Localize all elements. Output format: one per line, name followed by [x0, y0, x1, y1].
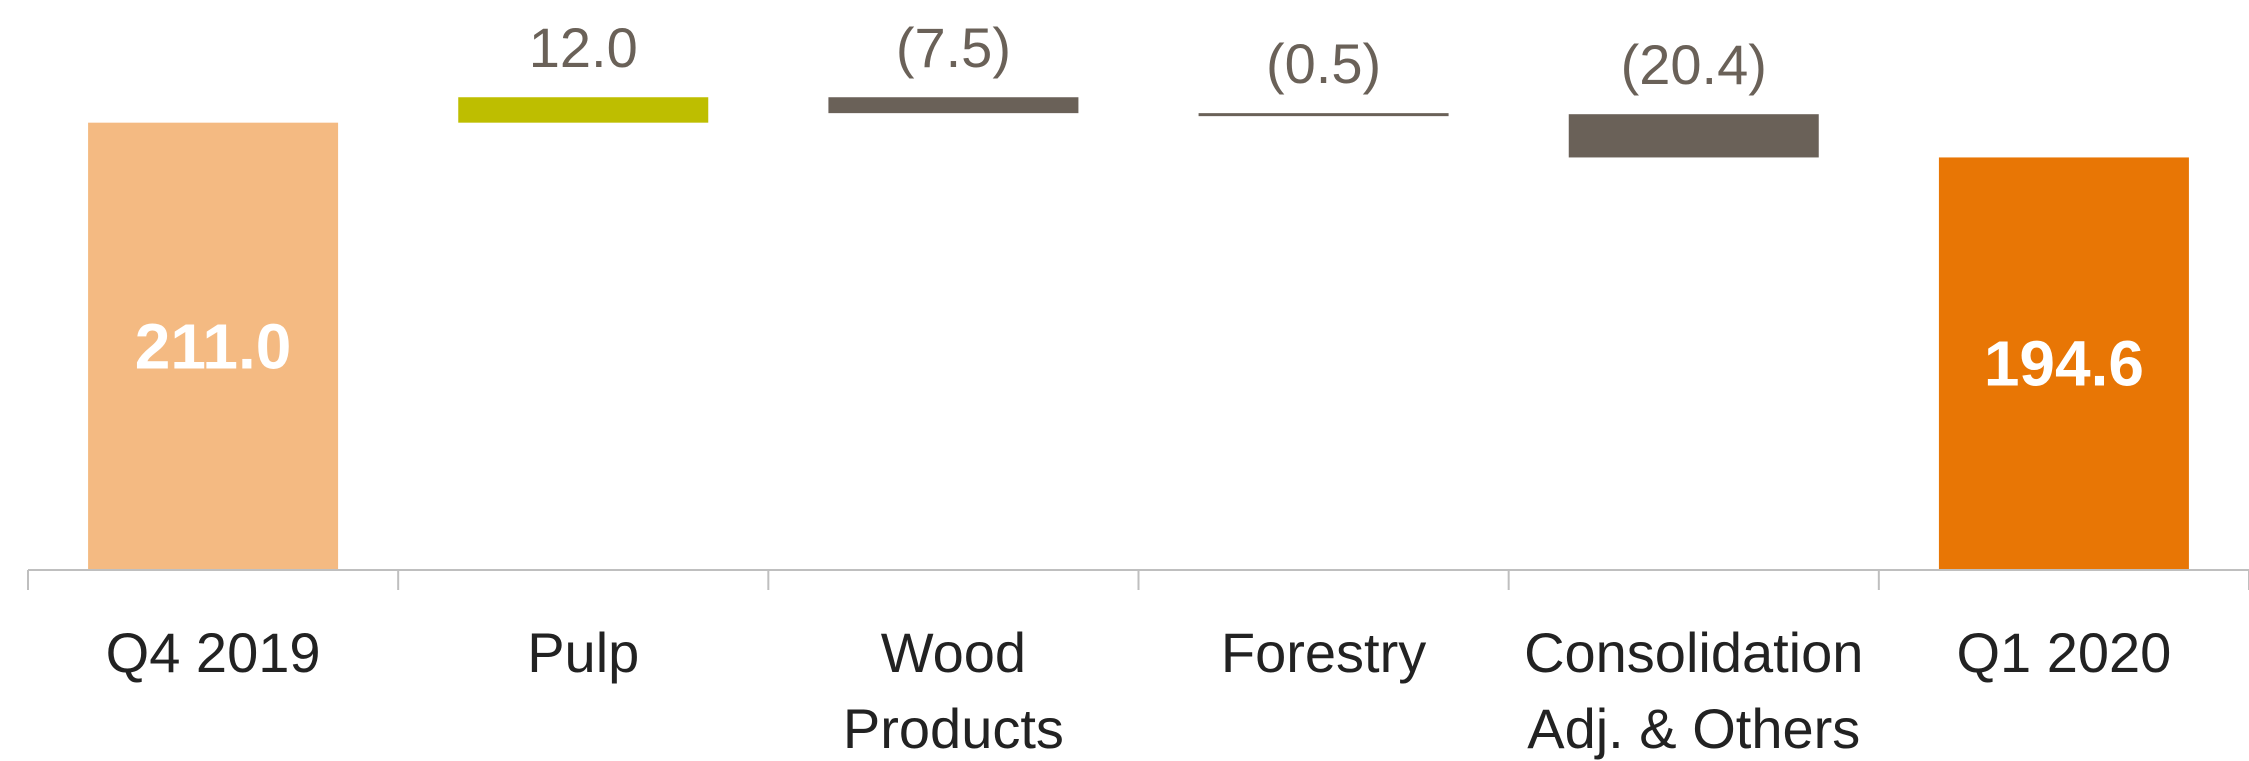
x-axis: [27, 569, 2249, 590]
labels-layer: 211.0 Q4 2019 12.0 Pulp (7.5) Wood Products (0.…: [106, 16, 2172, 760]
bar-q1-2020: [1938, 157, 2189, 570]
data-label-q1-2020: 194.6: [1984, 328, 2144, 400]
data-label-consolidation-adj-others: (20.4): [1621, 33, 1767, 96]
data-label-pulp: 12.0: [529, 16, 638, 79]
category-label-pulp: Pulp: [527, 621, 639, 684]
category-label-wood-products: Wood: [881, 621, 1026, 684]
bars-layer: [88, 97, 2189, 571]
category-label-wood-products-line-2: Products: [843, 697, 1064, 760]
bar-forestry: [1198, 113, 1449, 117]
category-label-consolidation-adj-others-line-2: Adj. & Others: [1527, 697, 1860, 760]
data-label-forestry: (0.5): [1266, 32, 1381, 95]
bar-wood-products: [828, 97, 1079, 114]
category-label-q1-2020: Q1 2020: [1956, 621, 2171, 684]
category-label-consolidation-adj-others: Consolidation: [1524, 621, 1863, 684]
data-label-wood-products: (7.5): [896, 16, 1011, 79]
category-label-q4-2019: Q4 2019: [106, 621, 321, 684]
bar-q4-2019: [88, 122, 339, 571]
data-label-q4-2019: 211.0: [135, 310, 292, 382]
bar-pulp: [458, 97, 709, 123]
bar-consolidation-adj-others: [1568, 114, 1819, 158]
category-label-forestry: Forestry: [1221, 621, 1426, 684]
